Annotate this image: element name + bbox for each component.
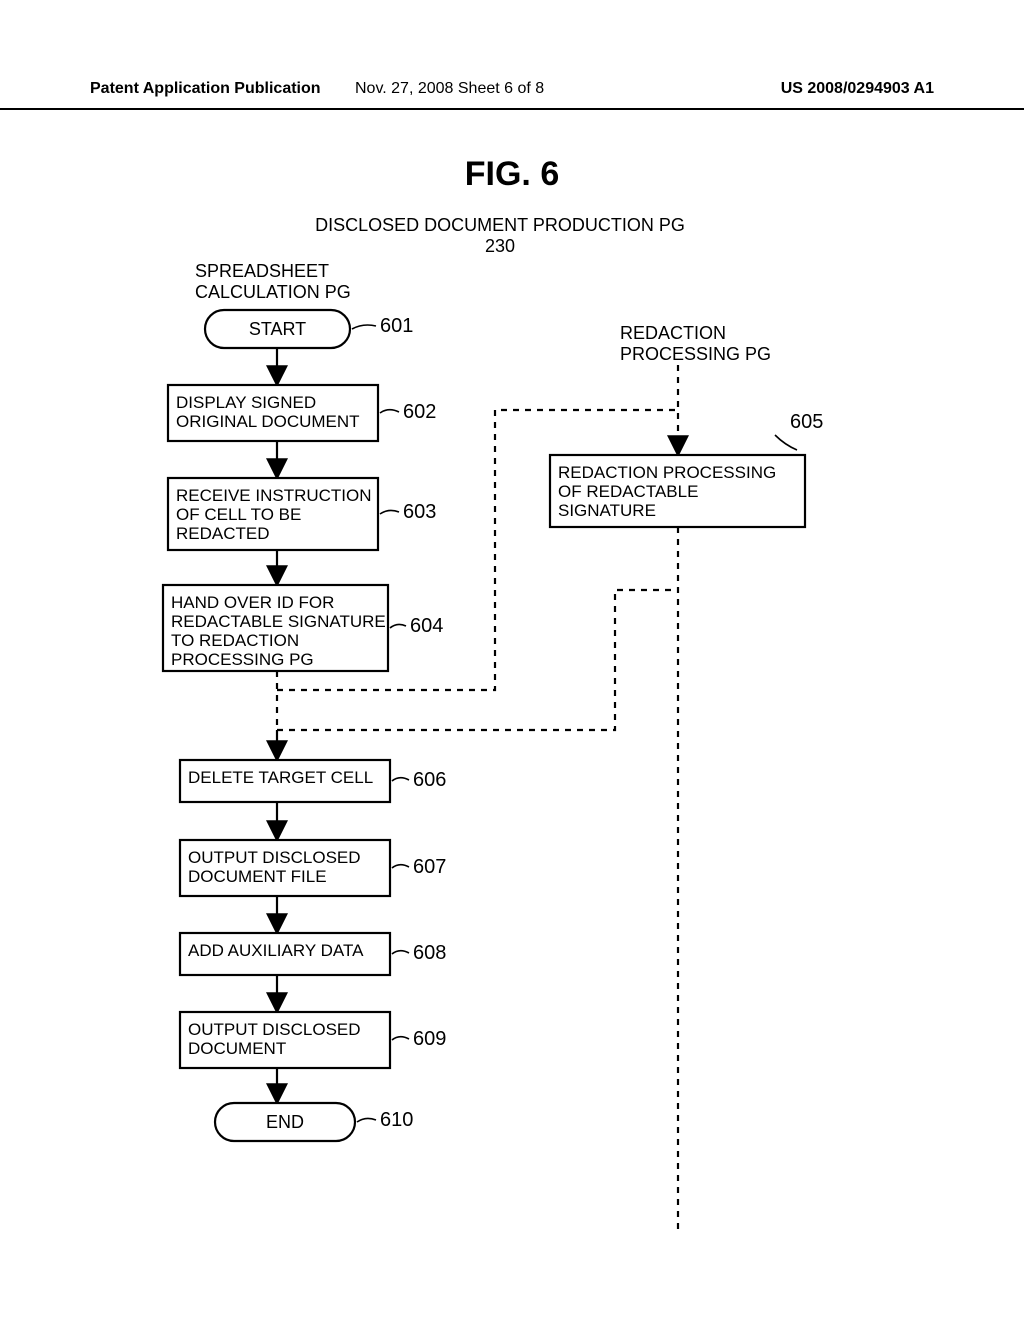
svg-text:TO REDACTION: TO REDACTION <box>171 631 299 650</box>
svg-text:START: START <box>249 319 306 339</box>
svg-text:DISPLAY SIGNED: DISPLAY SIGNED <box>176 393 316 412</box>
svg-text:PROCESSING PG: PROCESSING PG <box>171 650 314 669</box>
flowchart-svg: START DISPLAY SIGNEDORIGINAL DOCUMENT RECE… <box>0 0 1024 1320</box>
svg-text:605: 605 <box>790 411 823 433</box>
svg-text:OF REDACTABLE: OF REDACTABLE <box>558 482 698 501</box>
svg-text:603: 603 <box>403 501 436 523</box>
svg-text:REDACTION PROCESSING: REDACTION PROCESSING <box>558 463 776 482</box>
svg-text:610: 610 <box>380 1109 413 1131</box>
svg-text:ORIGINAL DOCUMENT: ORIGINAL DOCUMENT <box>176 412 360 431</box>
svg-text:OUTPUT DISCLOSED: OUTPUT DISCLOSED <box>188 1020 361 1039</box>
svg-text:HAND OVER ID FOR: HAND OVER ID FOR <box>171 593 334 612</box>
svg-text:DOCUMENT FILE: DOCUMENT FILE <box>188 867 327 886</box>
svg-text:602: 602 <box>403 401 436 423</box>
svg-text:END: END <box>266 1112 304 1132</box>
svg-text:OF CELL TO BE: OF CELL TO BE <box>176 505 301 524</box>
svg-text:601: 601 <box>380 315 413 337</box>
svg-text:REDACTABLE SIGNATURE: REDACTABLE SIGNATURE <box>171 612 386 631</box>
svg-text:607: 607 <box>413 856 446 878</box>
svg-text:ADD AUXILIARY DATA: ADD AUXILIARY DATA <box>188 941 364 960</box>
svg-text:SIGNATURE: SIGNATURE <box>558 501 656 520</box>
svg-text:608: 608 <box>413 942 446 964</box>
svg-text:606: 606 <box>413 769 446 791</box>
svg-text:REDACTED: REDACTED <box>176 524 270 543</box>
svg-text:DELETE TARGET CELL: DELETE TARGET CELL <box>188 768 373 787</box>
svg-text:OUTPUT DISCLOSED: OUTPUT DISCLOSED <box>188 848 361 867</box>
svg-text:604: 604 <box>410 615 443 637</box>
svg-text:DOCUMENT: DOCUMENT <box>188 1039 286 1058</box>
svg-text:609: 609 <box>413 1028 446 1050</box>
svg-text:RECEIVE INSTRUCTION: RECEIVE INSTRUCTION <box>176 486 372 505</box>
